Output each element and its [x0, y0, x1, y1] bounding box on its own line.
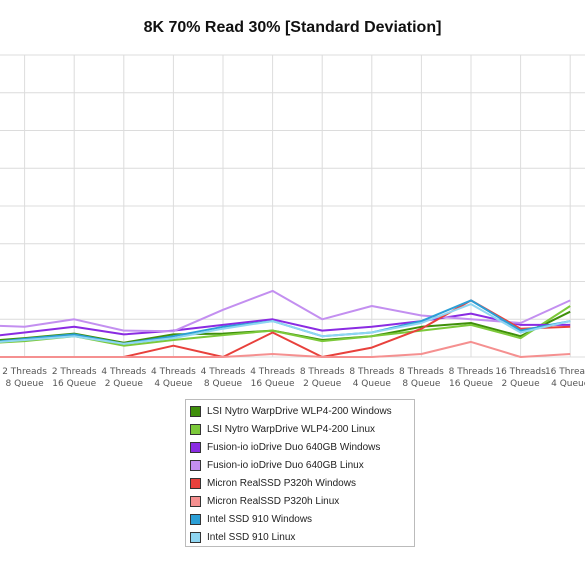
x-tick-label: 4 Threads 2 Queue	[101, 367, 146, 389]
legend-label: Micron RealSSD P320h Linux	[207, 495, 340, 507]
series-lines	[0, 289, 571, 358]
legend-label: Fusion-io ioDrive Duo 640GB Linux	[207, 459, 364, 471]
legend-item: Micron RealSSD P320h Linux	[190, 492, 414, 510]
x-tick-label: 8 Threads 16 Queue	[449, 367, 494, 389]
legend-label: Intel SSD 910 Linux	[207, 531, 296, 543]
legend-swatch	[190, 495, 201, 507]
legend-item: Micron RealSSD P320h Windows	[190, 474, 414, 492]
x-tick-label: 16 Threads 2 Queue	[495, 367, 546, 389]
series-line-3	[0, 289, 571, 333]
legend-label: LSI Nytro WarpDrive WLP4-200 Linux	[207, 423, 376, 435]
legend-item: Fusion-io ioDrive Duo 640GB Linux	[190, 456, 414, 474]
legend-swatch	[190, 477, 201, 489]
legend-swatch	[190, 513, 201, 525]
legend-label: LSI Nytro WarpDrive WLP4-200 Windows	[207, 405, 392, 417]
x-tick-label: 8 Threads 2 Queue	[300, 367, 345, 389]
legend-label: Micron RealSSD P320h Windows	[207, 477, 356, 489]
x-tick-label: 4 Threads 4 Queue	[151, 367, 196, 389]
x-tick-label: 2 Threads 8 Queue	[2, 367, 47, 389]
x-tick-label: 4 Threads 8 Queue	[201, 367, 246, 389]
legend-swatch	[190, 405, 201, 417]
legend-item: LSI Nytro WarpDrive WLP4-200 Linux	[190, 420, 414, 438]
series-line-7	[0, 303, 571, 345]
legend-label: Fusion-io ioDrive Duo 640GB Windows	[207, 441, 381, 453]
legend-swatch	[190, 531, 201, 543]
x-tick-label: 4 Threads 16 Queue	[250, 367, 295, 389]
x-tick-label: 8 Threads 8 Queue	[399, 367, 444, 389]
legend-swatch	[190, 423, 201, 435]
legend-swatch	[190, 441, 201, 453]
legend: LSI Nytro WarpDrive WLP4-200 Windows LSI …	[185, 399, 415, 547]
x-tick-label: 2 Threads 16 Queue	[52, 367, 97, 389]
x-tick-label: 8 Threads 4 Queue	[349, 367, 394, 389]
grid-lines	[0, 54, 585, 358]
series-line-5	[0, 340, 571, 358]
legend-item: LSI Nytro WarpDrive WLP4-200 Windows	[190, 402, 414, 420]
legend-item: Fusion-io ioDrive Duo 640GB Windows	[190, 438, 414, 456]
chart-title: 8K 70% Read 30% [Standard Deviation]	[143, 19, 442, 36]
series-line-2	[0, 312, 571, 337]
legend-item: Intel SSD 910 Linux	[190, 528, 414, 546]
legend-label: Intel SSD 910 Windows	[207, 513, 313, 525]
legend-swatch	[190, 459, 201, 471]
legend-item: Intel SSD 910 Windows	[190, 510, 414, 528]
